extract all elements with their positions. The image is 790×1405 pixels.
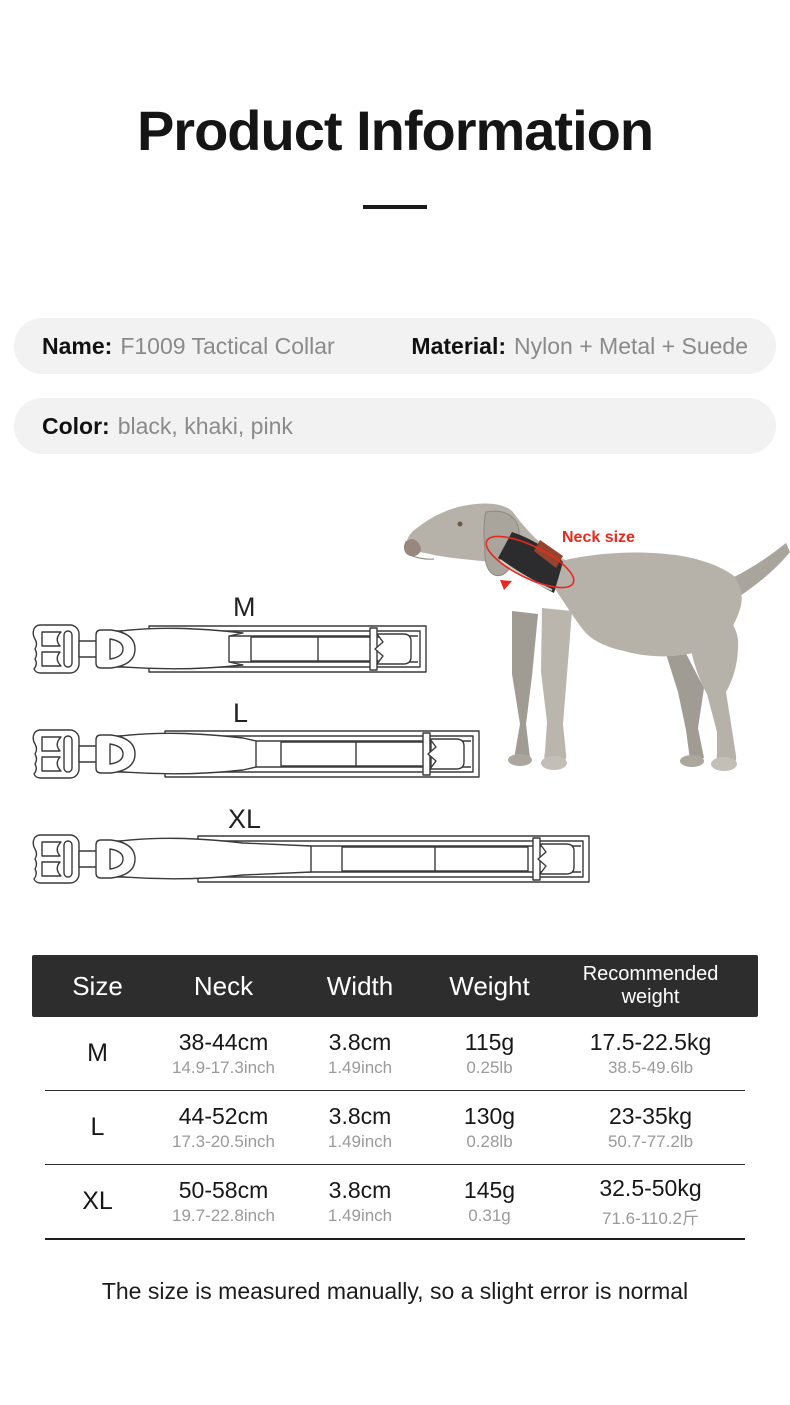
collar-diagram-m <box>28 617 430 682</box>
collar-size-label-l: L <box>233 698 249 728</box>
neck-measure-ellipse <box>485 535 575 589</box>
dog-eye <box>457 521 463 527</box>
material-label: Material: <box>411 332 507 359</box>
dog-nose <box>403 539 421 557</box>
measurement-disclaimer: The size is measured manually, so a slig… <box>101 1278 689 1304</box>
dog-near-front-leg <box>541 608 572 763</box>
dog-tail <box>732 543 790 596</box>
cell-width: 3.8cm 1.49inch <box>327 1177 393 1225</box>
header-weight: Weight <box>449 970 530 1001</box>
cell-neck: 44-52cm 17.3-20.5inch <box>171 1103 276 1151</box>
dog-collar <box>498 532 563 593</box>
collar-diagram-l <box>28 722 483 787</box>
cell-recommended: 17.5-22.5kg 38.5-49.6lb <box>589 1029 712 1077</box>
product-material-pair: Material: Nylon + Metal + Suede <box>411 333 748 360</box>
collar-size-label-m: M <box>233 592 256 622</box>
header-width: Width <box>326 970 394 1001</box>
cell-recommended: 32.5-50kg 71.6-110.2斤 <box>599 1174 702 1228</box>
collar-diagram-xl <box>28 827 593 892</box>
cell-neck: 50-58cm 19.7-22.8inch <box>171 1177 276 1225</box>
cell-weight: 115g 0.25lb <box>464 1029 515 1077</box>
cell-neck: 38-44cm 14.9-17.3inch <box>171 1029 276 1077</box>
dog-far-front-leg <box>512 611 538 759</box>
cell-width: 3.8cm 1.49inch <box>327 1029 393 1077</box>
size-table: Size Neck Width Weight Recommended weigh… <box>32 955 758 1240</box>
page-title: Product Information <box>136 99 654 162</box>
cell-size: M <box>87 1039 108 1067</box>
product-name-pair: Name: F1009 Tactical Collar <box>42 333 335 360</box>
product-color-pair: Color: black, khaki, pink <box>42 413 293 440</box>
material-value: Nylon + Metal + Suede <box>514 332 748 359</box>
dog-mouth-line <box>409 554 435 560</box>
cell-width: 3.8cm 1.49inch <box>327 1103 393 1151</box>
collar-size-label-xl: XL <box>228 804 262 834</box>
cell-weight: 130g 0.28lb <box>463 1103 516 1151</box>
cell-recommended: 23-35kg 50.7-77.2lb <box>607 1103 694 1151</box>
table-row-m: M 38-44cm 14.9-17.3inch 3.8cm 1.49inch 115… <box>45 1017 745 1091</box>
title-underline <box>363 205 427 209</box>
table-row-xl: XL 50-58cm 19.7-22.8inch 3.8cm 1.49inch 14… <box>45 1165 745 1240</box>
header-size: Size <box>72 970 123 1001</box>
header-neck: Neck <box>193 970 254 1001</box>
name-value: F1009 Tactical Collar <box>120 332 335 359</box>
size-table-header: Size Neck Width Weight Recommended weigh… <box>32 955 758 1017</box>
color-label: Color: <box>42 412 110 439</box>
neck-measure-arrow <box>500 580 512 590</box>
name-material-pill: Name: F1009 Tactical Collar Material: Ny… <box>14 318 776 374</box>
color-pill: Color: black, khaki, pink <box>14 398 776 454</box>
cell-size: XL <box>82 1187 113 1215</box>
dog-near-hind-leg <box>688 596 739 764</box>
dog-far-hind-leg <box>666 646 704 760</box>
header-recommended-weight: Recommended weight <box>582 963 719 1008</box>
cell-weight: 145g 0.31g <box>463 1177 516 1225</box>
name-label: Name: <box>42 332 113 359</box>
dog-photo <box>400 496 790 781</box>
neck-size-label: Neck size <box>562 529 635 546</box>
table-row-l: L 44-52cm 17.3-20.5inch 3.8cm 1.49inch 130… <box>45 1091 745 1165</box>
cell-size: L <box>90 1113 105 1141</box>
color-value: black, khaki, pink <box>117 412 293 439</box>
